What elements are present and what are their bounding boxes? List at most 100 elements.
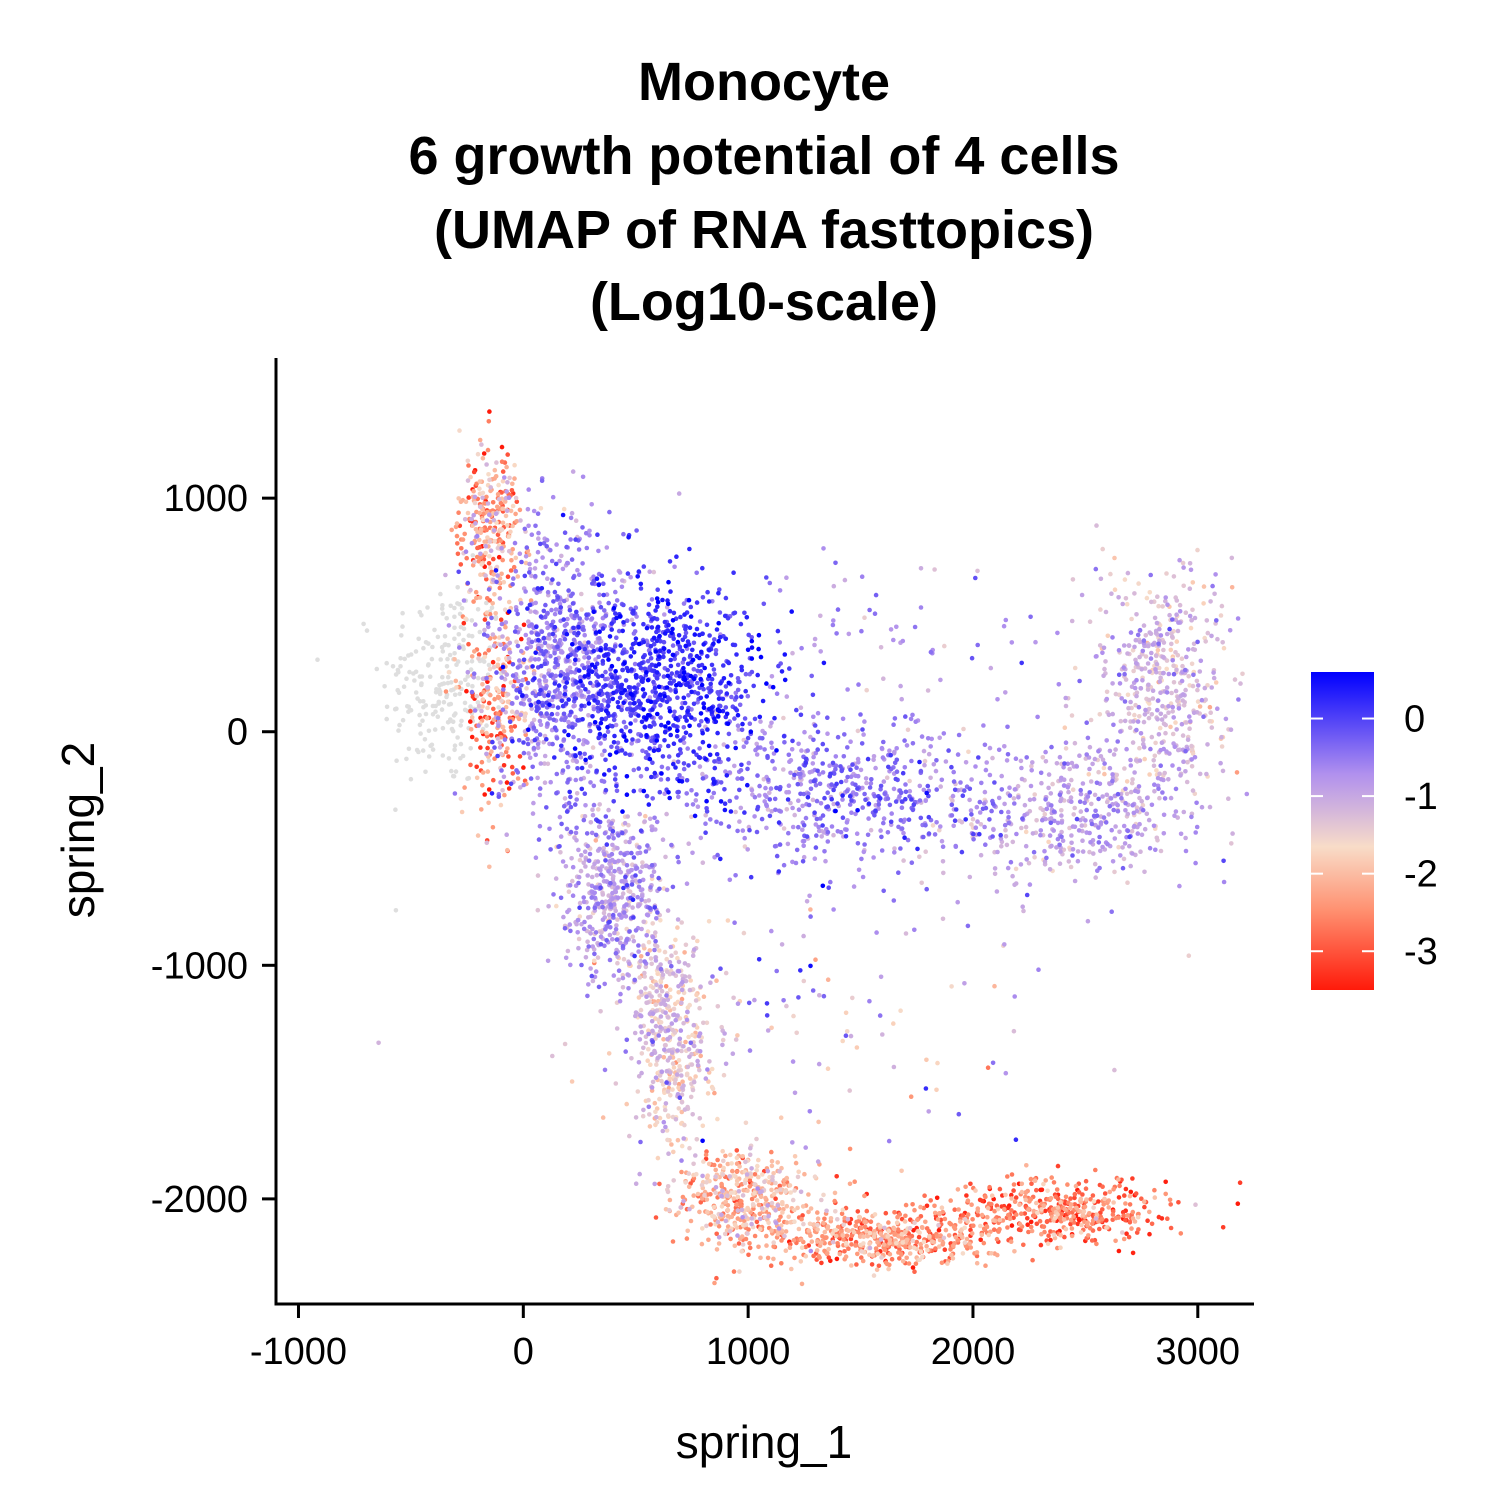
data-point: [597, 904, 602, 910]
data-point: [781, 767, 786, 772]
data-point: [1002, 1207, 1007, 1212]
data-point: [952, 1207, 957, 1212]
data-point: [466, 641, 471, 647]
data-point: [930, 823, 936, 828]
data-point: [468, 708, 473, 714]
data-point: [1146, 817, 1152, 823]
data-point: [663, 1124, 668, 1130]
data-point: [950, 1256, 956, 1261]
data-point: [1023, 829, 1029, 835]
data-point: [508, 568, 514, 573]
data-point: [517, 551, 523, 556]
data-point: [1156, 1214, 1162, 1220]
data-point: [807, 893, 812, 899]
data-point: [477, 437, 483, 443]
data-point: [644, 1000, 649, 1006]
chart-title-line-4: (Log10-scale): [590, 272, 938, 332]
data-point: [663, 1010, 668, 1015]
data-point: [1163, 595, 1168, 600]
data-point: [637, 1037, 643, 1042]
data-point: [847, 1146, 853, 1152]
data-point: [892, 1226, 897, 1232]
data-point: [1176, 620, 1181, 625]
data-point: [506, 786, 512, 791]
data-point: [679, 1143, 685, 1149]
data-point: [638, 989, 644, 995]
data-point: [361, 621, 366, 627]
data-point: [1144, 595, 1150, 601]
data-point: [1094, 1241, 1099, 1247]
data-point: [784, 807, 790, 812]
data-point: [1155, 594, 1160, 599]
chart-title: Monocyte 6 growth potential of 4 cells (…: [408, 52, 1119, 332]
data-point: [616, 968, 622, 973]
data-point: [454, 685, 459, 690]
data-point: [859, 574, 865, 579]
data-point: [1097, 865, 1102, 871]
data-point: [784, 1203, 790, 1209]
data-point: [469, 715, 475, 720]
data-point: [574, 921, 579, 927]
data-point: [1177, 609, 1183, 614]
data-point: [1176, 766, 1182, 772]
data-point: [1129, 616, 1134, 622]
data-point: [505, 480, 510, 485]
data-point: [1003, 827, 1008, 833]
data-point: [630, 934, 636, 939]
data-point: [690, 1032, 695, 1038]
data-point: [757, 1216, 763, 1222]
data-point: [937, 1211, 942, 1217]
data-point: [702, 1192, 707, 1198]
data-point: [512, 462, 517, 468]
data-point: [1135, 1214, 1141, 1220]
data-point: [597, 640, 602, 645]
data-point: [693, 1074, 698, 1079]
data-point: [861, 1234, 866, 1240]
data-point: [1100, 546, 1105, 552]
data-point: [831, 583, 837, 589]
data-point: [962, 1240, 968, 1245]
data-point: [610, 890, 615, 896]
data-point: [595, 859, 601, 864]
data-point: [1149, 712, 1155, 717]
data-point: [868, 827, 874, 833]
data-point: [768, 724, 773, 729]
data-point: [859, 856, 864, 862]
data-point: [737, 1269, 742, 1274]
data-point: [455, 585, 461, 590]
data-point: [1155, 717, 1160, 722]
data-point: [1215, 636, 1220, 642]
data-point: [1121, 856, 1127, 862]
data-point: [1111, 722, 1116, 728]
data-point: [637, 850, 643, 856]
data-point: [735, 1208, 741, 1213]
data-point: [497, 745, 503, 750]
data-point: [769, 720, 774, 726]
data-point: [456, 496, 462, 501]
data-point: [1180, 663, 1185, 669]
data-point: [490, 632, 496, 637]
data-point: [688, 1218, 694, 1224]
data-point: [678, 1205, 683, 1210]
data-point: [1190, 683, 1196, 689]
data-point: [847, 1220, 852, 1226]
data-point: [430, 644, 435, 650]
data-point: [499, 751, 504, 757]
data-point: [667, 1207, 672, 1213]
data-point: [653, 1002, 659, 1007]
data-point: [864, 1208, 870, 1214]
data-point: [436, 699, 442, 705]
data-point: [584, 947, 590, 953]
data-point: [914, 1239, 919, 1245]
data-point: [394, 706, 399, 711]
data-point: [1059, 813, 1064, 818]
data-point: [664, 887, 670, 893]
data-point: [1176, 706, 1182, 711]
data-point: [1236, 697, 1241, 702]
data-point: [818, 801, 824, 806]
data-point: [855, 1251, 860, 1257]
data-point: [1051, 828, 1056, 833]
data-point: [1180, 692, 1186, 697]
data-point: [719, 1212, 724, 1217]
data-point: [1080, 1192, 1085, 1197]
